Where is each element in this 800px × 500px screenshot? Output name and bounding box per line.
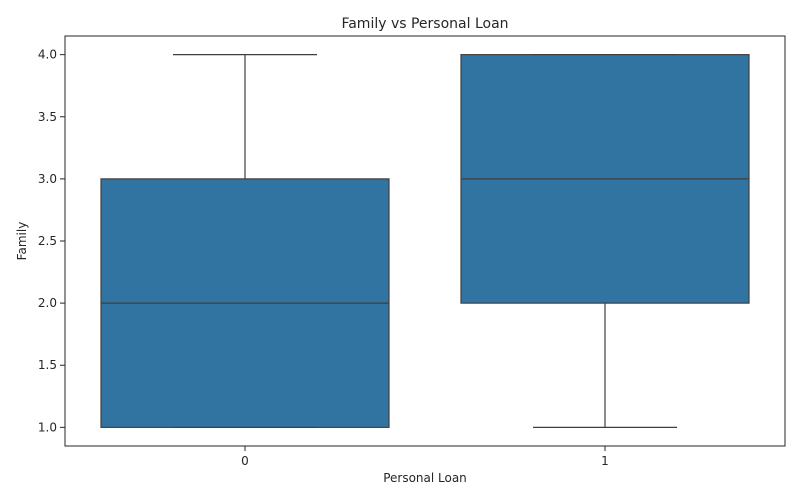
x-tick-label: 0 [241, 454, 249, 468]
y-tick-label: 1.5 [38, 358, 57, 372]
plot-area: 1.0 1.5 2.0 2.5 3.0 3.5 4.0 0 1 [38, 35, 786, 468]
y-tick-label: 4.0 [38, 48, 57, 62]
y-tick-label: 1.0 [38, 420, 57, 434]
y-axis-label: Family [15, 222, 29, 261]
y-tick-label: 3.0 [38, 172, 57, 186]
chart-title: Family vs Personal Loan [341, 16, 508, 32]
x-tick-label: 1 [601, 454, 609, 468]
x-axis-label: Personal Loan [383, 471, 467, 485]
y-tick-label: 3.5 [38, 110, 57, 124]
y-tick-label: 2.5 [38, 234, 57, 248]
y-tick-label: 2.0 [38, 296, 57, 310]
